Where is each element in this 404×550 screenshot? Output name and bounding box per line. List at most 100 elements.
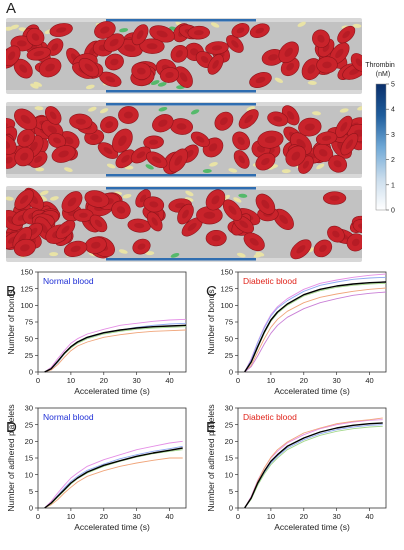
y-tick-label: 10 xyxy=(25,470,33,479)
platelet xyxy=(34,106,44,111)
red-blood-cell-center xyxy=(91,241,101,249)
red-blood-cell-center xyxy=(291,151,301,161)
y-axis-label: Number of adhered platelets xyxy=(206,404,216,511)
y-tick-label: 50 xyxy=(25,334,33,343)
y-tick-label: 75 xyxy=(25,318,33,327)
mean-series-line xyxy=(244,281,387,373)
red-blood-cell-center xyxy=(255,27,265,34)
red-blood-cell-center xyxy=(151,217,158,226)
red-blood-cell-center xyxy=(116,206,126,214)
x-tick-label: 20 xyxy=(300,376,308,385)
y-tick-label: 125 xyxy=(20,284,33,293)
red-blood-cell-center xyxy=(29,141,38,152)
red-blood-cell-center xyxy=(321,135,332,141)
thrombin-strip xyxy=(106,103,256,106)
red-blood-cell-center xyxy=(6,140,11,149)
red-blood-cell-center xyxy=(231,40,239,48)
platelet xyxy=(33,81,43,87)
mean-series-line xyxy=(244,422,383,509)
platelet xyxy=(119,28,129,33)
red-blood-cell-center xyxy=(208,143,218,152)
chart-annotation: Diabetic blood xyxy=(243,412,297,422)
x-tick-label: 10 xyxy=(67,376,75,385)
vessel-image-1 xyxy=(6,18,362,94)
red-blood-cell-center xyxy=(340,122,348,132)
red-blood-cell-center xyxy=(187,222,197,231)
red-blood-cell-center xyxy=(212,59,219,69)
x-tick-label: 30 xyxy=(132,376,140,385)
x-tick-label: 40 xyxy=(365,512,373,521)
replicate-series-line xyxy=(44,445,183,509)
red-blood-cell-center xyxy=(179,72,188,82)
red-blood-cell-center xyxy=(91,195,103,203)
platelet xyxy=(35,167,45,172)
platelet xyxy=(145,251,155,256)
red-blood-cell-center xyxy=(351,238,360,247)
red-blood-cell-center xyxy=(20,152,29,161)
red-blood-cell-center xyxy=(304,123,315,131)
platelet xyxy=(157,82,167,87)
red-blood-cell-center xyxy=(139,194,147,203)
plot-frame xyxy=(37,271,187,373)
y-tick-label: 0 xyxy=(29,504,33,513)
y-tick-label: 125 xyxy=(220,284,233,293)
y-axis-label: Number of bonds xyxy=(206,289,216,354)
red-blood-cell-center xyxy=(34,155,43,163)
platelet xyxy=(88,106,97,112)
y-axis-label: Number of adhered platelets xyxy=(6,404,16,511)
x-axis-label: Accelerated time (s) xyxy=(74,522,150,532)
replicate-series-line xyxy=(244,273,387,373)
red-blood-cell-center xyxy=(53,137,61,144)
red-blood-cell-center xyxy=(64,136,74,145)
panel-b-label: B xyxy=(6,283,16,300)
red-blood-cell-center xyxy=(239,220,249,229)
red-blood-cell-center xyxy=(319,244,327,253)
red-blood-cell-center xyxy=(110,58,119,66)
red-blood-cell-center xyxy=(237,136,245,145)
red-blood-cell xyxy=(6,133,17,155)
y-tick-label: 5 xyxy=(229,487,233,496)
red-blood-cell-center xyxy=(45,63,55,72)
red-blood-cell-center xyxy=(238,155,245,164)
platelet xyxy=(145,164,154,170)
replicate-series-line xyxy=(44,457,183,509)
panel-a-label: A xyxy=(6,0,17,17)
chart-annotation: Normal blood xyxy=(43,276,94,286)
red-blood-cell-center xyxy=(123,111,133,119)
platelet xyxy=(238,193,248,198)
x-tick-label: 0 xyxy=(36,376,40,385)
platelet xyxy=(228,168,238,173)
colorbar-tick-label: 3 xyxy=(391,132,395,139)
mean-series-line xyxy=(44,324,187,373)
red-blood-cell-center xyxy=(124,44,136,52)
red-blood-cell-center xyxy=(156,30,168,38)
platelet xyxy=(236,252,246,258)
red-blood-cell-center xyxy=(302,160,310,169)
red-blood-cell-center xyxy=(20,244,30,252)
y-tick-label: 25 xyxy=(225,351,233,360)
replicate-series-line xyxy=(44,318,187,373)
red-blood-cell-center xyxy=(335,48,344,59)
replicate-series-line xyxy=(244,425,383,509)
red-blood-cell-center xyxy=(152,156,162,164)
y-tick-label: 0 xyxy=(29,368,33,377)
x-tick-label: 40 xyxy=(165,376,173,385)
red-blood-cell-center xyxy=(103,147,113,155)
platelet xyxy=(106,163,116,169)
red-blood-cell-center xyxy=(33,50,45,57)
red-blood-cell-center xyxy=(6,156,13,164)
platelet xyxy=(39,190,49,196)
red-blood-cell-center xyxy=(31,33,40,41)
red-blood-cell-center xyxy=(118,135,127,146)
red-blood-cell-center xyxy=(261,158,270,166)
colorbar-title: Thrombin xyxy=(365,62,395,69)
replicate-series-line xyxy=(44,449,183,509)
vessel-snapshot-1 xyxy=(6,18,362,94)
x-tick-label: 30 xyxy=(132,512,140,521)
red-blood-cell-center xyxy=(149,139,159,145)
y-tick-label: 75 xyxy=(225,318,233,327)
red-blood-cell-center xyxy=(176,123,187,130)
platelet xyxy=(253,253,263,258)
red-blood-cell-center xyxy=(355,58,362,67)
